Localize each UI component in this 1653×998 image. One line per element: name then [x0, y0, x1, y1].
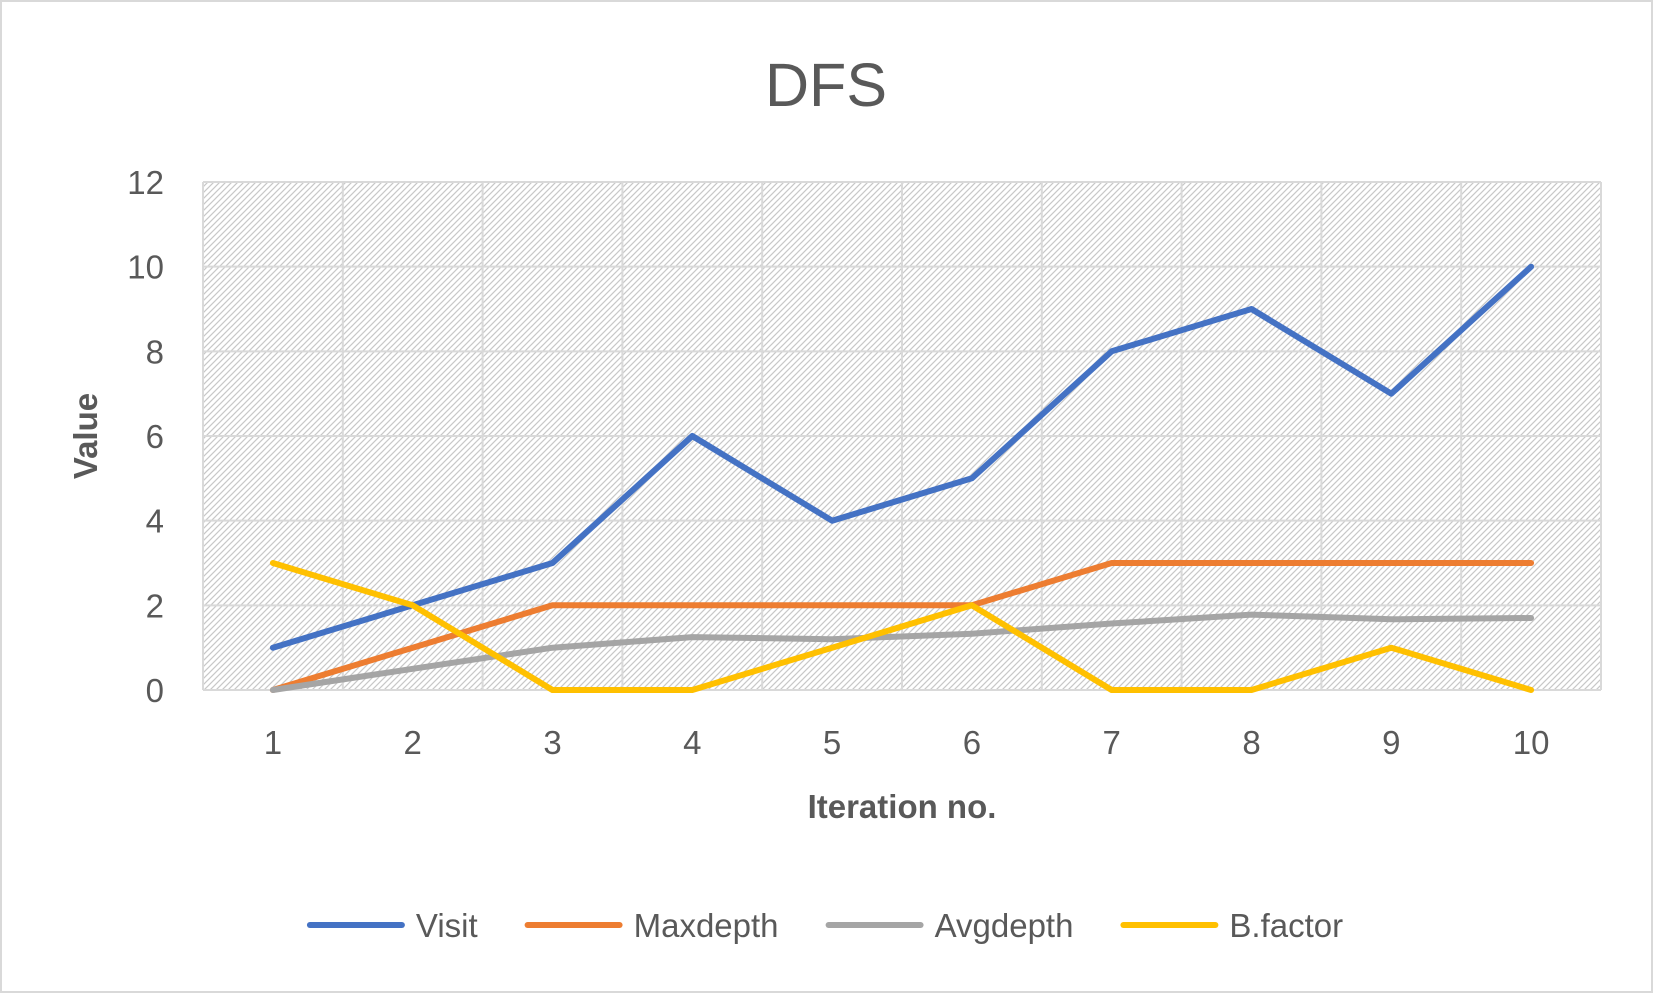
y-tick-label: 0	[146, 672, 164, 709]
x-tick-labels: 1 2 3 4 5 6 7 8 9 10	[264, 724, 1550, 761]
legend-item-b-factor: B.factor	[1120, 907, 1343, 944]
series-lines	[269, 263, 1535, 693]
x-tick-label: 9	[1382, 724, 1400, 761]
x-tick-label: 2	[404, 724, 422, 761]
x-tick-label: 1	[264, 724, 282, 761]
series-line-b-factor	[269, 560, 1535, 693]
y-tick-label: 6	[146, 418, 164, 455]
legend-item-visit: Visit	[306, 907, 478, 944]
x-tick-label: 7	[1103, 724, 1121, 761]
grid-lines	[202, 181, 1602, 690]
legend-label: Visit	[416, 907, 478, 944]
y-tick-label: 8	[146, 333, 164, 370]
x-tick-label: 4	[683, 724, 701, 761]
series-line-avgdepth	[269, 611, 1535, 693]
x-tick-label: 3	[543, 724, 561, 761]
series-line-maxdepth	[269, 560, 1535, 693]
x-tick-label: 6	[963, 724, 981, 761]
legend-label: Maxdepth	[634, 907, 779, 944]
series-line-visit	[269, 263, 1535, 651]
legend: Visit Maxdepth Avgdepth B.factor	[306, 907, 1343, 944]
legend-label: B.factor	[1229, 907, 1343, 944]
chart-title: DFS	[765, 51, 887, 119]
y-tick-label: 12	[127, 164, 164, 201]
x-tick-label: 10	[1513, 724, 1550, 761]
x-tick-label: 5	[823, 724, 841, 761]
legend-label: Avgdepth	[935, 907, 1074, 944]
x-tick-label: 8	[1242, 724, 1260, 761]
legend-item-avgdepth: Avgdepth	[825, 907, 1074, 944]
y-tick-labels: 0 2 4 6 8 10 12	[127, 164, 164, 709]
y-tick-label: 2	[146, 587, 164, 624]
y-tick-label: 4	[146, 503, 164, 540]
y-axis-title: Value	[67, 393, 104, 479]
legend-item-maxdepth: Maxdepth	[524, 907, 779, 944]
y-tick-label: 10	[127, 249, 164, 286]
x-axis-title: Iteration no.	[808, 788, 997, 825]
